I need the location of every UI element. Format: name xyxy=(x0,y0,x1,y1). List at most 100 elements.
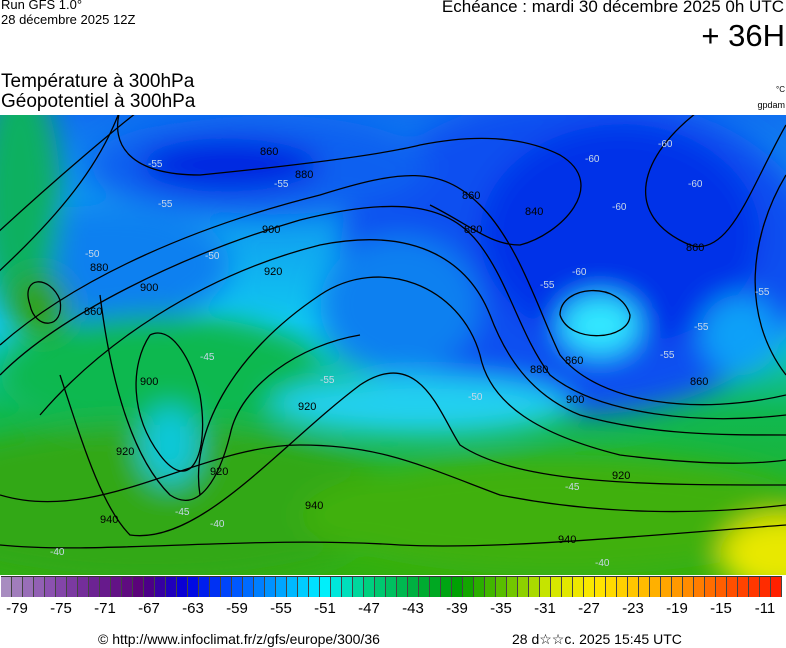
temperature-unit: °C xyxy=(776,85,785,94)
colorbar-cell xyxy=(78,577,89,597)
colorbar-tick-label: -79 xyxy=(6,600,28,617)
contour-line xyxy=(0,444,786,513)
colorbar-cell xyxy=(496,577,507,597)
colorbar-cell xyxy=(727,577,738,597)
colorbar-cell xyxy=(716,577,727,597)
weather-map: 860 880 900 920 940 840 860 880 900 920 … xyxy=(0,115,786,575)
isotherm-label: -60 xyxy=(585,154,600,165)
colorbar-cell xyxy=(56,577,67,597)
colorbar-tick-label: -15 xyxy=(710,600,732,617)
colorbar-cell xyxy=(452,577,463,597)
contour-label: 900 xyxy=(566,394,584,406)
colorbar-cell xyxy=(188,577,199,597)
colorbar-tick-label: -63 xyxy=(182,600,204,617)
colorbar-cell xyxy=(661,577,672,597)
colorbar-cell xyxy=(386,577,397,597)
colorbar-tick-label: -31 xyxy=(534,600,556,617)
contour-line xyxy=(0,524,786,549)
contour-line xyxy=(39,239,786,436)
contour-label: 840 xyxy=(525,206,543,218)
isotherm-label: -40 xyxy=(50,547,65,558)
contour-label: 860 xyxy=(565,355,583,367)
colorbar-cell xyxy=(364,577,375,597)
contour-line xyxy=(116,115,582,246)
contour-label: 860 xyxy=(690,376,708,388)
colorbar-cell xyxy=(133,577,144,597)
colorbar-cell xyxy=(210,577,221,597)
colorbar-cell xyxy=(650,577,661,597)
colorbar-cell xyxy=(628,577,639,597)
colorbar-tick-labels: -79 -75 -71 -67 -63 -59 -55 -51 -47 -43 -39 -35 -31 -… xyxy=(0,600,786,618)
colorbar-cell xyxy=(243,577,254,597)
colorbar-tick-label: -75 xyxy=(50,600,72,617)
contour-label: 880 xyxy=(464,224,482,236)
colorbar-cell xyxy=(672,577,683,597)
contour-line xyxy=(99,294,361,501)
geopotential-contours xyxy=(0,115,786,549)
contour-line xyxy=(559,289,631,337)
contour-label: 880 xyxy=(90,262,108,274)
colorbar-cell xyxy=(122,577,133,597)
contour-line xyxy=(197,276,786,496)
colorbar-tick-label: -71 xyxy=(94,600,116,617)
colorbar-cell xyxy=(573,577,584,597)
contour-label: 880 xyxy=(530,364,548,376)
colorbar-cell xyxy=(166,577,177,597)
colorbar-cell xyxy=(221,577,232,597)
colorbar-cell xyxy=(705,577,716,597)
colorbar-cell xyxy=(265,577,276,597)
isotherm-label: -60 xyxy=(572,267,587,278)
colorbar-cell xyxy=(540,577,551,597)
colorbar-cell xyxy=(298,577,309,597)
colorbar-cell xyxy=(551,577,562,597)
isotherm-label: -50 xyxy=(85,249,100,260)
colorbar-tick-label: -39 xyxy=(446,600,468,617)
colorbar-tick-label: -59 xyxy=(226,600,248,617)
colorbar-cell xyxy=(639,577,650,597)
colorbar-cell xyxy=(694,577,705,597)
colorbar-cell xyxy=(738,577,749,597)
isotherm-label: -55 xyxy=(755,287,770,298)
contour-label: 920 xyxy=(116,446,134,458)
temperature-field xyxy=(0,115,786,575)
colorbar-tick-label: -51 xyxy=(314,600,336,617)
colorbar-tick-label: -55 xyxy=(270,600,292,617)
colorbar-tick-label: -11 xyxy=(754,600,776,617)
colorbar-cell xyxy=(430,577,441,597)
colorbar-cell xyxy=(760,577,771,597)
contour-line xyxy=(645,115,786,248)
contour-label: 860 xyxy=(84,306,102,318)
colorbar-cell xyxy=(529,577,540,597)
isotherm-label: -60 xyxy=(612,202,627,213)
colorbar-tick-label: -35 xyxy=(490,600,512,617)
contour-label: 860 xyxy=(462,190,480,202)
colorbar-tick-label: -43 xyxy=(402,600,424,617)
isotherm-label: -50 xyxy=(468,392,483,403)
source-credit: © http://www.infoclimat.fr/z/gfs/europe/… xyxy=(98,631,380,647)
run-date-label: 28 décembre 2025 12Z xyxy=(1,12,136,27)
colorbar-cell xyxy=(89,577,100,597)
contour-label: 900 xyxy=(140,376,158,388)
contour-line xyxy=(0,115,119,272)
isotherm-label: -55 xyxy=(148,159,163,170)
geopotential-labels: 860 880 900 920 940 840 860 880 900 920 … xyxy=(84,146,708,546)
contour-label: 900 xyxy=(140,282,158,294)
colorbar-cell xyxy=(232,577,243,597)
isotherm-label: -55 xyxy=(694,322,709,333)
colorbar-cell xyxy=(254,577,265,597)
colorbar-cell xyxy=(606,577,617,597)
geopotential-title: Géopotentiel à 300hPa xyxy=(1,91,196,112)
isotherm-label: -60 xyxy=(658,139,673,150)
colorbar-cell xyxy=(287,577,298,597)
isotherm-label: -45 xyxy=(565,482,580,493)
contour-line xyxy=(27,281,62,324)
colorbar-cell xyxy=(749,577,760,597)
colorbar-cell xyxy=(353,577,364,597)
colorbar-cell xyxy=(485,577,496,597)
contour-label: 920 xyxy=(612,470,630,482)
contour-line xyxy=(0,205,786,420)
geopotential-unit: gpdam xyxy=(757,100,785,110)
contour-label: 920 xyxy=(264,266,282,278)
isotherm-label: -40 xyxy=(595,558,610,569)
colorbar-tick-label: -19 xyxy=(666,600,688,617)
